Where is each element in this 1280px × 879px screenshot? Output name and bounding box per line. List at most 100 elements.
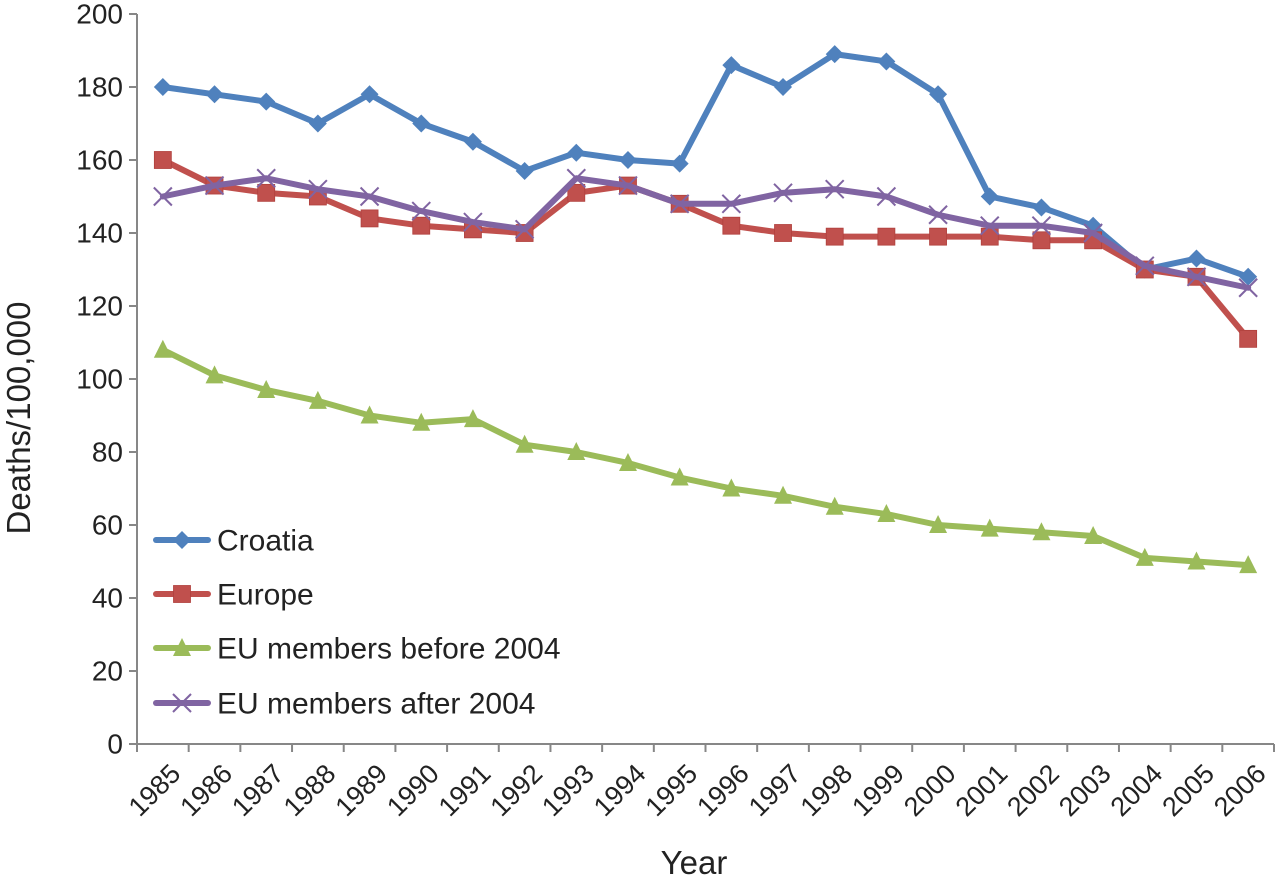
data-point-x xyxy=(1135,256,1155,276)
data-point-triangle xyxy=(722,478,741,497)
data-point-x xyxy=(773,183,793,203)
data-point-x xyxy=(411,201,431,221)
data-point-triangle xyxy=(670,467,689,486)
data-point-triangle xyxy=(774,485,793,504)
data-point-square xyxy=(774,224,792,242)
data-point-diamond xyxy=(877,52,896,71)
data-point-triangle xyxy=(257,379,276,398)
y-tick-label: 40 xyxy=(92,583,123,614)
x-tick-label: 2000 xyxy=(898,758,962,822)
data-point-diamond xyxy=(205,85,224,104)
x-tick-label: 2004 xyxy=(1105,758,1169,822)
legend-item: EU members after 2004 xyxy=(153,688,535,721)
data-point-triangle xyxy=(929,515,948,533)
data-point-triangle xyxy=(1084,525,1103,544)
data-point-square xyxy=(257,183,276,202)
legend-label: Croatia xyxy=(217,525,314,558)
y-tick-label: 60 xyxy=(92,510,123,541)
data-point-x xyxy=(256,168,276,188)
data-point-x xyxy=(204,175,225,196)
data-point-x xyxy=(980,215,1000,236)
data-point-triangle xyxy=(1032,522,1051,541)
x-tick-label: 1989 xyxy=(329,758,393,822)
y-tick-label: 180 xyxy=(76,72,123,103)
data-point-x xyxy=(1083,223,1103,243)
x-tick-label: 1998 xyxy=(795,758,859,822)
y-tick-label: 0 xyxy=(107,729,123,760)
data-point-diamond xyxy=(257,92,276,111)
data-point-triangle xyxy=(877,504,896,523)
legend-item: EU members before 2004 xyxy=(153,633,561,666)
legend-item: Croatia xyxy=(153,525,314,558)
data-point-diamond xyxy=(722,56,741,75)
data-point-square xyxy=(1239,329,1258,348)
legend-marker-diamond xyxy=(173,531,191,549)
legend-label: EU members after 2004 xyxy=(217,688,535,721)
data-point-diamond xyxy=(1032,198,1051,217)
data-point-diamond xyxy=(360,85,379,104)
x-tick-label: 1997 xyxy=(743,758,807,822)
data-point-triangle xyxy=(205,365,224,384)
data-point-diamond xyxy=(929,85,948,104)
data-point-x xyxy=(1031,215,1052,236)
x-axis-ticks: 1985198619871988198919901991199219931994… xyxy=(123,744,1275,822)
data-point-triangle xyxy=(515,434,534,453)
data-point-square xyxy=(929,227,947,246)
x-tick-label: 2003 xyxy=(1053,758,1117,822)
data-point-x xyxy=(514,219,535,240)
data-point-square xyxy=(877,227,896,246)
data-point-x xyxy=(153,186,173,207)
y-tick-label: 200 xyxy=(76,0,123,30)
x-tick-label: 1987 xyxy=(226,758,290,822)
data-point-square xyxy=(153,151,172,169)
data-point-diamond xyxy=(825,45,844,64)
data-point-triangle xyxy=(618,452,637,471)
data-point-triangle xyxy=(567,442,586,460)
data-point-triangle xyxy=(1135,547,1154,566)
data-point-square xyxy=(412,216,431,235)
data-point-x xyxy=(618,175,638,196)
series-line xyxy=(159,51,1252,280)
data-point-diamond xyxy=(412,114,431,133)
series-line xyxy=(159,346,1252,569)
data-point-diamond xyxy=(515,161,534,180)
series-line xyxy=(159,157,1252,342)
y-axis-ticks: 0 20 40 60 80 100 120 140 160 180 200 xyxy=(76,0,137,760)
series-eu-members-after-2004 xyxy=(153,168,1258,298)
y-tick-label: 140 xyxy=(76,218,123,249)
x-axis-title: Year xyxy=(661,844,728,879)
series-europe xyxy=(153,151,1258,348)
y-tick-label: 100 xyxy=(76,364,123,395)
x-tick-label: 2006 xyxy=(1208,758,1272,822)
data-point-x xyxy=(359,186,380,207)
y-tick-label: 120 xyxy=(76,291,123,322)
x-tick-label: 2005 xyxy=(1156,758,1220,822)
data-point-x xyxy=(308,179,328,199)
data-point-x xyxy=(463,212,483,232)
data-point-triangle xyxy=(360,405,379,424)
legend-item: Europe xyxy=(153,579,314,612)
data-point-square xyxy=(722,216,741,235)
y-tick-label: 20 xyxy=(92,656,123,687)
data-point-diamond xyxy=(463,132,482,151)
data-point-x xyxy=(721,194,742,214)
data-point-square xyxy=(1032,231,1051,250)
x-tick-label: 1995 xyxy=(640,758,704,822)
x-tick-label: 2001 xyxy=(950,758,1014,822)
data-point-triangle xyxy=(153,339,172,358)
data-point-diamond xyxy=(308,114,327,133)
data-point-triangle xyxy=(412,412,431,431)
x-tick-label: 1994 xyxy=(588,758,652,822)
data-point-square xyxy=(567,183,586,202)
x-tick-label: 1986 xyxy=(174,758,238,822)
series-line xyxy=(159,175,1252,291)
data-point-triangle xyxy=(825,496,844,515)
data-point-triangle xyxy=(1187,551,1206,570)
data-point-x xyxy=(669,194,690,214)
data-point-triangle xyxy=(1239,555,1258,574)
data-point-triangle xyxy=(980,518,999,537)
series-layer xyxy=(153,45,1258,574)
data-point-diamond xyxy=(567,143,586,162)
data-point-x xyxy=(1238,278,1258,298)
